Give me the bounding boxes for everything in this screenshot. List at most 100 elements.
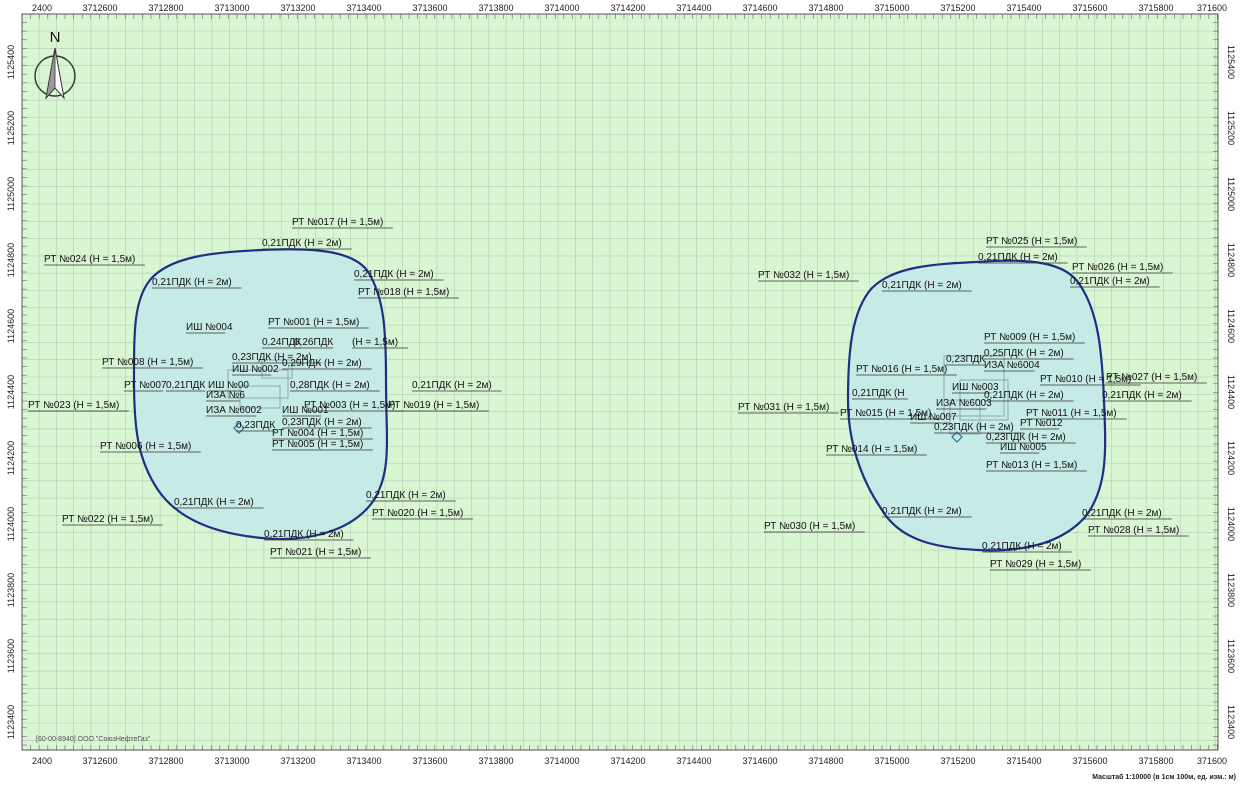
x-tick-label: 3715400: [1006, 756, 1041, 766]
labels-left-site: РТ №017 (Н = 1,5м) 0,21ПДК (Н = 2м) РТ №02…: [28, 217, 502, 559]
map-label: РТ №014 (Н = 1,5м): [826, 444, 917, 455]
map-label: 0,21ПДК (Н = 2м): [1102, 390, 1182, 401]
map-label: РТ №025 (Н = 1,5м): [986, 236, 1077, 247]
map-label: РТ №011 (Н = 1,5м): [1026, 408, 1117, 419]
x-tick-label: 3714600: [742, 3, 777, 13]
map-label: 0,25ПДК (Н = 2м): [984, 348, 1064, 359]
map-label: РТ №032 (Н = 1,5м): [758, 270, 849, 281]
map-label: РТ №029 (Н = 1,5м): [990, 559, 1081, 570]
x-tick-label: 3713000: [214, 756, 249, 766]
map-label: РТ №024 (Н = 1,5м): [44, 254, 135, 265]
map-label: ИШ №004: [186, 322, 233, 333]
x-tick-label: 3715200: [940, 3, 975, 13]
map-label: РТ №017 (Н = 1,5м): [292, 217, 383, 228]
x-tick-label: 3713400: [346, 3, 381, 13]
map-label: РТ №030 (Н = 1,5м): [764, 521, 855, 532]
y-tick-label: 1124400: [6, 375, 16, 409]
x-tick-label: 3714000: [544, 756, 579, 766]
y-axis-labels-right: 1125400 1125200 1125000 1124800 1124600 11244…: [1226, 45, 1236, 739]
y-tick-label: 1125200: [1226, 111, 1236, 145]
y-tick-label: 1124200: [1226, 441, 1236, 475]
map-label: ИШ №003: [952, 382, 999, 393]
x-tick-label: 2400: [32, 3, 52, 13]
map-label: РТ №018 (Н = 1,5м): [358, 287, 449, 298]
x-tick-label: 3715600: [1072, 3, 1107, 13]
map-label: РТ №013 (Н = 1,5м): [986, 460, 1077, 471]
map-label: 0,21ПДК (Н = 2м): [1082, 508, 1162, 519]
map-label: 0,21ПДК (Н = 2м): [984, 390, 1064, 401]
source-marker-left[interactable]: [233, 422, 245, 434]
map-label: 0,21ПДК (Н = 2м): [882, 506, 962, 517]
map-label: 0,21ПДК (Н = 2м): [1070, 276, 1150, 287]
map-label: РТ №028 (Н = 1,5м): [1088, 525, 1179, 536]
x-tick-label: 3713400: [346, 756, 381, 766]
pollution-zone-right[interactable]: [846, 259, 1107, 552]
map-label: РТ №012: [1020, 418, 1063, 429]
labels-right-site: РТ №025 (Н = 1,5м) 0,21ПДК (Н = 2м) РТ №02…: [738, 236, 1207, 571]
x-tick-label: 3715800: [1138, 756, 1173, 766]
x-tick-label: 3715600: [1072, 756, 1107, 766]
y-tick-label: 1124200: [6, 441, 16, 475]
y-tick-label: 1124800: [1226, 243, 1236, 277]
map-label: 0,23ПДК (Н = 2м): [986, 432, 1066, 443]
map-label: 0,23ПДК: [236, 420, 275, 431]
x-tick-label: 3715000: [874, 756, 909, 766]
y-tick-label: 1123600: [6, 639, 16, 673]
source-marker-right[interactable]: [951, 431, 963, 443]
x-tick-label: 3713600: [412, 756, 447, 766]
x-tick-label: 3715200: [940, 756, 975, 766]
map-label: РТ №022 (Н = 1,5м): [62, 514, 153, 525]
map-label: 0,23ПДК (Н = 2м): [282, 417, 362, 428]
x-tick-label: 3715400: [1006, 3, 1041, 13]
map-label: РТ №010 (Н = 1,5м): [1040, 374, 1131, 385]
map-label: 0,21ПДК (Н = 2м): [152, 277, 232, 288]
map-label: 0,23ПДК: [946, 354, 985, 365]
x-axis-labels-top: 2400 3712600 3712800 3713000 3713200 3713400 3…: [32, 3, 1227, 13]
x-tick-label: 3714400: [676, 756, 711, 766]
y-tick-label: 1124000: [6, 507, 16, 541]
map-label: ИШ №001: [282, 405, 329, 416]
x-tick-label: 3715800: [1138, 3, 1173, 13]
facility-right: [943, 355, 1009, 435]
map-label: 0,23ПДК (Н = 2м): [232, 352, 312, 363]
map-label: РТ №009 (Н = 1,5м): [984, 332, 1075, 343]
ruler-ticks: [21, 13, 1218, 750]
map-label: 0,29ПДК (Н = 2м): [282, 358, 362, 369]
map-label: 0,21ПДК (Н = 2м): [978, 252, 1058, 263]
x-tick-label: 3713600: [412, 3, 447, 13]
scale-label: Масштаб 1:10000 (в 1см 100м, ед. изм.: м…: [1092, 773, 1236, 781]
map-label: ИШ №00: [208, 380, 249, 391]
x-tick-label: 371600: [1197, 3, 1227, 13]
north-arrow-label: N: [50, 29, 61, 46]
x-tick-label: 2400: [32, 756, 52, 766]
map-label: РТ №021 (Н = 1,5м): [270, 547, 361, 558]
x-tick-label: 3712600: [82, 3, 117, 13]
y-tick-label: 1123400: [6, 705, 16, 739]
map-label: 0,21ПДК (Н = 2м): [262, 238, 342, 249]
x-tick-label: 371600: [1197, 756, 1227, 766]
map-label: РТ №019 (Н = 1,5м): [388, 400, 479, 411]
map-label: ИШ №002: [232, 364, 279, 375]
x-tick-label: 3713800: [478, 756, 513, 766]
map-label: РТ №007: [124, 380, 167, 391]
map-label: ИЗА №6: [206, 390, 245, 401]
x-tick-label: 3714000: [544, 3, 579, 13]
map-label: 0,21ПДК (Н = 2м): [174, 497, 254, 508]
map-label: 0,21ПДК (Н = 2м): [264, 529, 344, 540]
x-tick-label: 3712800: [148, 3, 183, 13]
x-tick-label: 3714800: [808, 756, 843, 766]
pollution-zone-left[interactable]: [132, 248, 389, 541]
map-label: 0,21ПДК (Н = 2м): [412, 380, 492, 391]
y-tick-label: 1125000: [1226, 177, 1236, 211]
map-label: РТ №027 (Н = 1,5м): [1106, 372, 1197, 383]
map-label: 0,24ПДК: [262, 337, 301, 348]
x-tick-label: 3712800: [148, 756, 183, 766]
map-label: РТ №004 (Н = 1,5м): [272, 428, 363, 439]
y-tick-label: 1124800: [6, 243, 16, 277]
map-label: ИЗА №6002: [206, 405, 262, 416]
y-tick-label: 1124400: [1226, 375, 1236, 409]
map-label: 0,21ПДК (Н = 2м): [982, 541, 1062, 552]
map-label: 0,21ПДК (Н = 2м): [882, 280, 962, 291]
